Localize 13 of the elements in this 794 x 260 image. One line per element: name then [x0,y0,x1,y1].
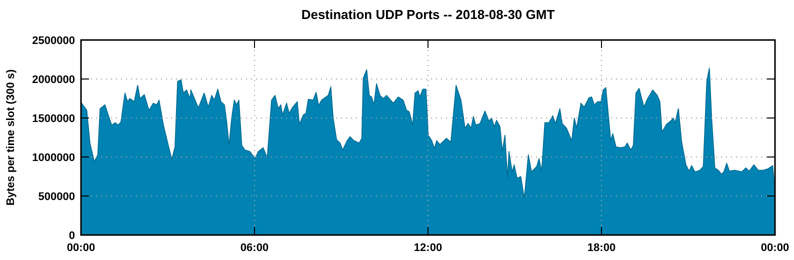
y-tick-label: 0 [68,230,75,242]
x-tick-label: 00:00 [66,242,96,254]
y-tick-label: 2000000 [32,74,75,86]
x-tick-label: 06:00 [240,242,269,254]
chart-title: Destination UDP Ports -- 2018-08-30 GMT [301,7,555,22]
x-tick-label: 00:00 [760,242,790,254]
x-tick-label: 12:00 [414,242,442,254]
y-tick-label: 2500000 [32,35,75,47]
x-tick-label: 18:00 [587,242,616,254]
y-tick-label: 1500000 [32,113,75,125]
y-tick-label: 500000 [38,191,75,203]
y-axis-title: Bytes per time slot (300 s) [5,69,17,206]
y-tick-label: 1000000 [32,152,75,164]
